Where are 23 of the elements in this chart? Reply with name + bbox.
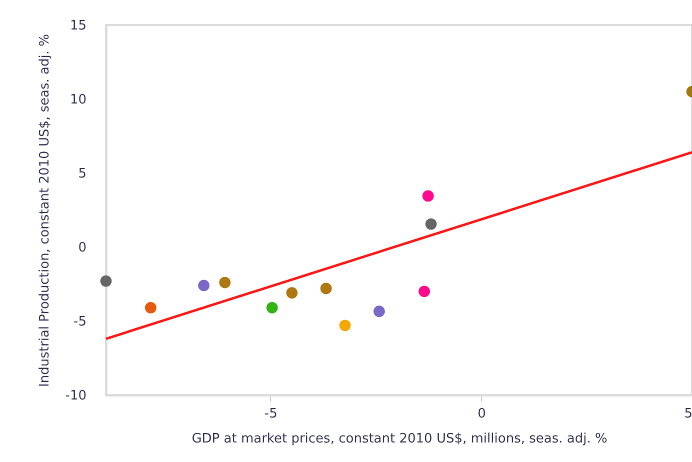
point [198, 280, 210, 292]
point [418, 286, 430, 298]
point [339, 320, 351, 332]
y-tick-label: 15 [70, 18, 86, 34]
y-tick-label: -10 [65, 388, 86, 404]
y-axis-title: Industrial Production, constant 2010 US$, seas. adj. % [37, 34, 52, 387]
y-tick-label: 0 [78, 240, 86, 256]
y-tick-label: 5 [78, 166, 86, 182]
y-tick-label: -5 [74, 314, 86, 330]
point [286, 287, 298, 299]
x-tick-label: -5 [264, 406, 278, 422]
point [219, 276, 231, 288]
point [144, 302, 156, 314]
x-tick-label: 5 [684, 406, 692, 422]
point [100, 275, 112, 287]
point [373, 306, 385, 318]
point [266, 302, 278, 314]
point [425, 218, 437, 230]
point [422, 190, 434, 202]
point [320, 282, 332, 294]
y-tick-label: 10 [70, 92, 86, 108]
x-tick-label: 0 [478, 406, 486, 422]
x-axis-title: GDP at market prices, constant 2010 US$, millions, seas. adj. % [192, 432, 608, 446]
